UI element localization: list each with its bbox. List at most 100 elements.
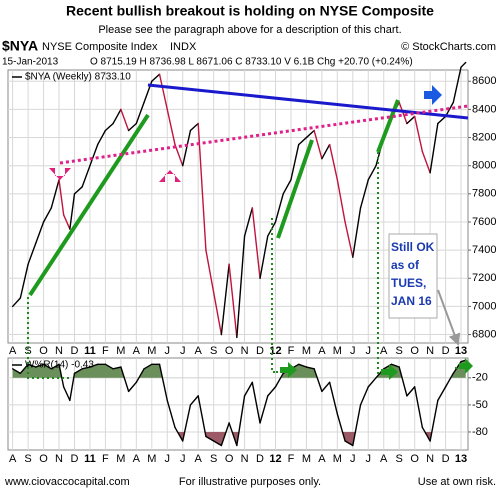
exchange: INDX <box>170 41 197 53</box>
line-segment <box>313 368 323 393</box>
line-segment <box>352 207 362 258</box>
line-segment <box>112 366 122 370</box>
x-tick-label: J <box>165 345 171 357</box>
line-segment <box>313 129 323 160</box>
x-tick-label: N <box>426 453 434 465</box>
line-segment <box>321 143 331 160</box>
line-segment <box>421 150 431 174</box>
line-segment <box>290 143 300 181</box>
line-segment <box>352 404 362 447</box>
line-segment <box>205 249 215 294</box>
line-segment <box>174 143 184 167</box>
line-segment <box>251 207 261 279</box>
credit: © StockCharts.com <box>401 41 496 53</box>
line-segment <box>328 143 339 181</box>
support-line <box>59 104 469 165</box>
x-tick-label: N <box>55 345 63 357</box>
line-segment <box>104 122 114 132</box>
price-panel <box>7 69 469 344</box>
trend-line <box>28 113 150 297</box>
x-tick-label: O <box>410 345 419 357</box>
footer-center: For illustrative purposes only. <box>179 476 321 488</box>
line-segment <box>228 263 238 339</box>
line-segment <box>104 363 114 370</box>
x-tick-label: A <box>380 453 388 465</box>
x-tick-label: O <box>39 345 48 357</box>
line-segment <box>437 115 447 125</box>
x-tick-label: F <box>102 345 109 357</box>
x-tick-label: M <box>333 453 342 465</box>
y-tick-label: 7600 <box>472 216 496 228</box>
resistance-line <box>147 83 469 120</box>
x-tick-label: J <box>350 345 356 357</box>
x-tick-label: J <box>180 453 186 465</box>
trend-line <box>276 139 314 239</box>
line-segment <box>336 179 346 223</box>
line-segment <box>367 164 377 181</box>
line-segment <box>429 399 439 442</box>
line-segment <box>251 381 261 424</box>
line-segment <box>460 61 467 68</box>
line-segment <box>73 186 83 195</box>
line-segment <box>27 363 37 368</box>
x-tick-label: A <box>133 345 141 357</box>
note: Still OK as of TUES, JAN 16 <box>391 240 434 308</box>
line-segment <box>42 363 52 370</box>
x-tick-label: M <box>116 345 125 357</box>
line-segment <box>42 207 52 223</box>
y-tick-label: 7000 <box>472 300 496 312</box>
x-tick-label: J <box>165 453 171 465</box>
y-tick-label: 7800 <box>472 188 496 200</box>
line-segment <box>182 129 192 167</box>
x-tick-label: N <box>241 453 249 465</box>
footer-left: www.ciovaccocapital.com <box>4 476 130 488</box>
x-tick-label: J <box>366 453 372 465</box>
line-segment <box>460 359 467 363</box>
y-tick-label: 8600 <box>472 75 496 87</box>
pointer <box>437 289 461 346</box>
x-tick-label: A <box>318 345 326 357</box>
legend-label: $NYA (Weekly) 8733.10 <box>25 72 131 83</box>
x-tick-label: O <box>225 345 234 357</box>
x-tick-label: D <box>256 345 264 357</box>
line-segment <box>444 101 455 118</box>
x-tick-label: M <box>333 345 342 357</box>
x-tick-label: 11 <box>84 345 96 357</box>
line-segment <box>11 368 22 375</box>
y-tick-label: -20 <box>472 372 488 384</box>
line-segment <box>212 291 223 336</box>
line-segment <box>413 115 424 153</box>
arrow-down <box>49 168 71 180</box>
x-tick-label: 13 <box>455 345 467 357</box>
x-tick-label: D <box>442 345 450 357</box>
line-segment <box>81 366 91 370</box>
line-segment <box>151 73 161 82</box>
line-segment <box>437 386 447 402</box>
date: 15-Jan-2013 <box>2 57 59 68</box>
line-segment <box>35 221 45 244</box>
line-segment <box>89 363 99 368</box>
x-tick-label: A <box>195 453 203 465</box>
arrow-right <box>424 85 442 105</box>
line-segment <box>35 363 45 368</box>
line-segment <box>305 366 315 370</box>
line-segment <box>62 214 71 230</box>
x-tick-label: J <box>180 345 186 357</box>
line-segment <box>359 386 369 406</box>
x-tick-label: O <box>225 453 234 465</box>
subtitle: Please see the paragraph above for a des… <box>98 24 401 36</box>
wr-panel <box>7 357 469 451</box>
line-segment <box>127 122 138 132</box>
x-tick-label: F <box>102 453 109 465</box>
x-tick-label: 13 <box>455 453 467 465</box>
x-tick-label: F <box>288 453 295 465</box>
x-tick-label: J <box>350 453 356 465</box>
line-segment <box>328 381 339 415</box>
plot: A S O N D 11 F M A M J J A S O N D 12 F M A M J J A S O N D 136800700… <box>8 61 496 465</box>
y-tick-label: -80 <box>472 426 488 438</box>
x-tick-label: A <box>195 345 203 357</box>
y-tick-label: -50 <box>472 399 488 411</box>
line-segment <box>367 377 377 388</box>
y-tick-label: 7200 <box>472 272 496 284</box>
x-tick-label: M <box>147 345 156 357</box>
